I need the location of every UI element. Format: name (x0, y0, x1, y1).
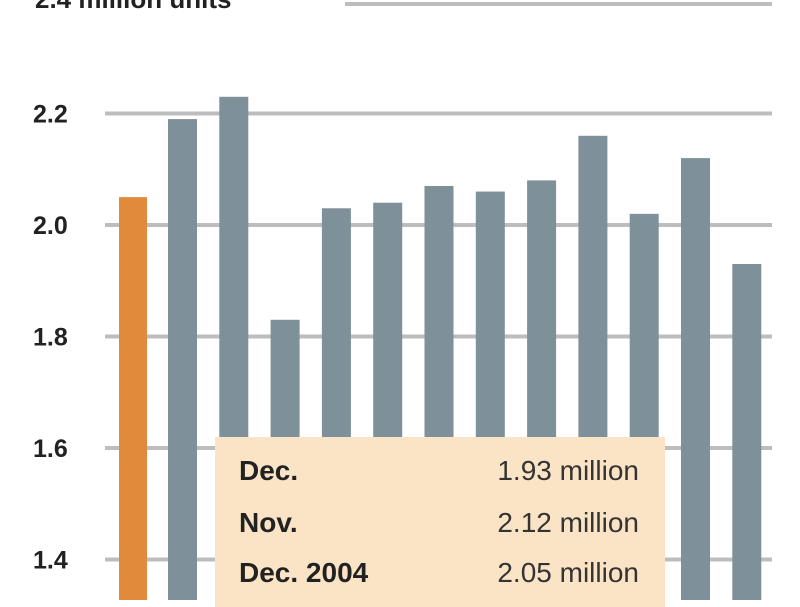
annotation-row: Nov. 2.12 million (239, 507, 639, 543)
annotation-label: Dec. (239, 455, 299, 486)
bar (732, 264, 762, 600)
bar (168, 119, 197, 600)
y-tick-label: 1.4 (33, 547, 68, 575)
bar-highlight (119, 197, 147, 600)
annotation-row: Dec. 1.93 million (239, 455, 639, 491)
y-tick-label: 1.8 (33, 324, 68, 352)
annotation-value: 1.93 million (497, 455, 639, 486)
annotation-box: Dec. 1.93 million Nov. 2.12 million Dec.… (215, 437, 665, 607)
y-tick-label: 2.0 (33, 212, 68, 240)
bar (681, 158, 710, 600)
annotation-label: Nov. (239, 507, 298, 538)
y-tick-label: 1.6 (33, 435, 68, 463)
annotation-label: Dec. 2004 (239, 557, 369, 588)
y-tick-label: 2.2 (33, 101, 68, 129)
annotation-row: Dec. 2004 2.05 million (239, 557, 639, 593)
annotation-value: 2.05 million (497, 557, 639, 588)
chart-title: 2.4 million units (35, 0, 231, 14)
annotation-value: 2.12 million (497, 507, 639, 538)
